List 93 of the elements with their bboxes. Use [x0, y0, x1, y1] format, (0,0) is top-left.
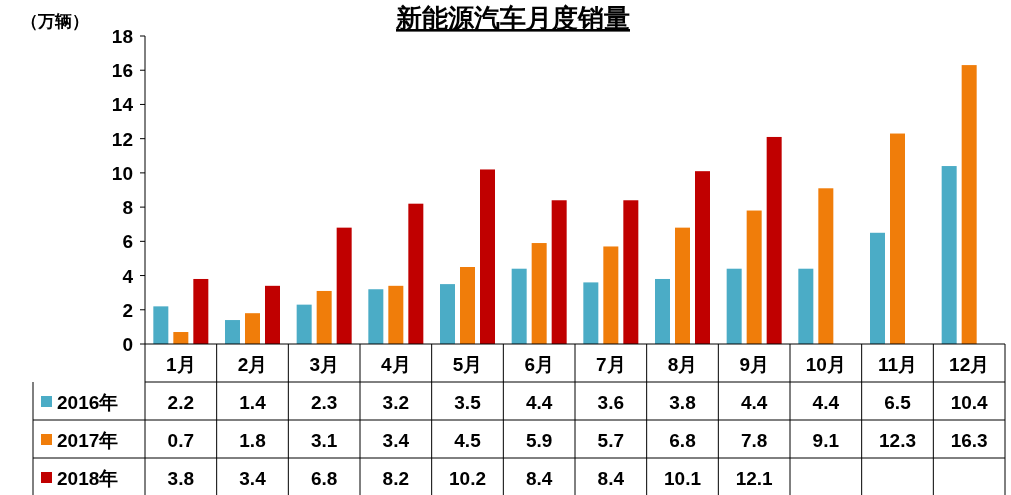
y-tick-label: 18	[111, 26, 133, 47]
bar	[870, 232, 885, 344]
bar	[746, 210, 762, 344]
data-label: 5.9	[525, 430, 553, 451]
data-label: 4.5	[454, 430, 482, 451]
bar	[173, 332, 189, 344]
data-label: 6.5	[884, 392, 912, 413]
x-tick-label: 11月	[877, 354, 918, 375]
data-label: 3.8	[669, 392, 696, 413]
data-label: 2.2	[167, 392, 195, 413]
y-tick-label: 14	[111, 94, 134, 116]
bar	[655, 278, 670, 344]
data-label: 16.3	[950, 430, 988, 451]
bar	[961, 65, 977, 344]
bar	[153, 306, 169, 344]
x-tick-label: 1月	[166, 354, 196, 375]
data-label: 5.7	[597, 430, 625, 451]
data-label: 12.1	[735, 468, 774, 489]
bar	[675, 227, 690, 344]
bar	[388, 285, 404, 344]
bar	[296, 304, 312, 344]
bar	[766, 136, 782, 344]
data-label: 3.1	[310, 430, 338, 451]
x-tick-label: 3月	[309, 354, 339, 375]
bar	[193, 278, 209, 344]
data-label: 3.4	[239, 468, 267, 489]
x-tick-label: 4月	[381, 354, 411, 375]
data-label: 4.4	[525, 392, 553, 413]
data-label: 4.4	[740, 392, 768, 413]
bar	[531, 243, 547, 344]
legend-label: 2018年	[57, 468, 119, 489]
data-label: 9.1	[812, 430, 840, 451]
bar	[623, 200, 639, 344]
bar	[695, 171, 710, 344]
data-label: 4.4	[812, 392, 840, 413]
x-tick-label: 9月	[739, 354, 769, 375]
x-tick-label: 5月	[452, 354, 483, 375]
bar	[603, 246, 619, 344]
x-tick-label: 8月	[667, 354, 698, 375]
x-tick-label: 12月	[949, 354, 990, 375]
bar	[818, 188, 834, 344]
legend-label: 2016年	[57, 392, 119, 413]
y-tick-label: 16	[111, 60, 133, 82]
bar	[225, 320, 240, 344]
y-axis-title: （万辆）	[21, 12, 89, 31]
data-label: 3.8	[167, 468, 195, 489]
data-label: 8.4	[525, 468, 553, 489]
bar	[460, 267, 475, 344]
x-tick-label: 2月	[237, 354, 268, 375]
y-tick-label: 2	[122, 299, 133, 321]
bar	[726, 268, 742, 344]
data-label: 7.8	[740, 430, 768, 451]
bar	[798, 268, 814, 344]
bar	[480, 169, 495, 344]
data-label: 6.8	[669, 430, 696, 451]
data-label: 8.2	[382, 468, 410, 489]
y-tick-label: 4	[122, 265, 134, 287]
data-label: 1.4	[239, 392, 267, 413]
data-label: 2.3	[310, 392, 338, 413]
y-tick-label: 10	[111, 162, 133, 184]
data-label: 8.4	[597, 468, 625, 489]
data-label: 12.3	[879, 430, 916, 451]
bar	[941, 166, 957, 344]
data-label: 3.4	[382, 430, 410, 451]
bar	[511, 268, 527, 344]
data-label: 3.5	[454, 392, 482, 413]
legend-label: 2017年	[57, 430, 119, 451]
data-label: 6.8	[310, 468, 338, 489]
bar	[890, 133, 905, 344]
data-label: 3.2	[382, 392, 410, 413]
bar	[368, 289, 384, 344]
bar	[245, 313, 260, 344]
x-tick-label: 7月	[596, 354, 626, 375]
chart-title: 新能源汽车月度销量	[395, 3, 630, 33]
bar	[583, 282, 599, 344]
data-label: 1.8	[239, 430, 266, 451]
data-label: 0.7	[167, 430, 195, 451]
y-tick-label: 12	[111, 128, 133, 150]
y-tick-label: 0	[122, 334, 133, 355]
x-tick-label: 10月	[805, 354, 846, 375]
bar	[408, 203, 424, 344]
bar	[316, 290, 332, 344]
y-tick-label: 6	[122, 231, 133, 253]
data-label: 10.4	[950, 392, 989, 413]
bar	[336, 227, 352, 344]
x-tick-label: 6月	[524, 354, 554, 375]
bar	[440, 284, 455, 344]
data-label: 10.1	[664, 468, 702, 489]
y-tick-label: 8	[122, 197, 133, 219]
data-label: 10.2	[449, 468, 486, 489]
bar	[265, 285, 280, 344]
data-label: 3.6	[597, 392, 625, 413]
bar	[551, 200, 567, 344]
